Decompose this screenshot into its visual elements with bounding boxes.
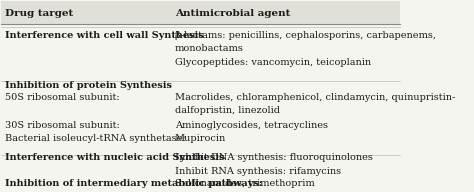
Text: dalfopristin, linezolid: dalfopristin, linezolid <box>175 107 280 116</box>
FancyBboxPatch shape <box>1 1 400 24</box>
Text: Inhibition of intermediary metabolic pathways:: Inhibition of intermediary metabolic pat… <box>5 179 263 188</box>
Text: 50S ribosomal subunit:: 50S ribosomal subunit: <box>5 93 120 102</box>
Text: Bacterial isoleucyl-tRNA synthetase:: Bacterial isoleucyl-tRNA synthetase: <box>5 134 186 143</box>
Text: Inhibit DNA synthesis: fluoroquinolones: Inhibit DNA synthesis: fluoroquinolones <box>175 153 373 162</box>
Text: Mupirocin: Mupirocin <box>175 134 226 143</box>
Text: Sulfonamides, trimethoprim: Sulfonamides, trimethoprim <box>175 179 314 188</box>
Text: Aminoglycosides, tetracyclines: Aminoglycosides, tetracyclines <box>175 121 328 130</box>
Text: β-lactams: penicillins, cephalosporins, carbapenems,: β-lactams: penicillins, cephalosporins, … <box>175 31 436 40</box>
Text: Macrolides, chloramphenicol, clindamycin, quinupristin-: Macrolides, chloramphenicol, clindamycin… <box>175 93 455 102</box>
Text: Interference with nucleic acid Synthesis: Interference with nucleic acid Synthesis <box>5 153 225 162</box>
Text: Glycopeptides: vancomycin, teicoplanin: Glycopeptides: vancomycin, teicoplanin <box>175 58 371 67</box>
Text: monobactams: monobactams <box>175 44 244 53</box>
Text: 30S ribosomal subunit:: 30S ribosomal subunit: <box>5 121 120 130</box>
Text: Drug target: Drug target <box>5 9 73 18</box>
Text: Inhibition of protein Synthesis: Inhibition of protein Synthesis <box>5 81 173 90</box>
Text: Interference with cell wall Synthesis: Interference with cell wall Synthesis <box>5 31 204 40</box>
Text: Inhibit RNA synthesis: rifamycins: Inhibit RNA synthesis: rifamycins <box>175 167 341 176</box>
Text: Antimicrobial agent: Antimicrobial agent <box>175 9 290 18</box>
